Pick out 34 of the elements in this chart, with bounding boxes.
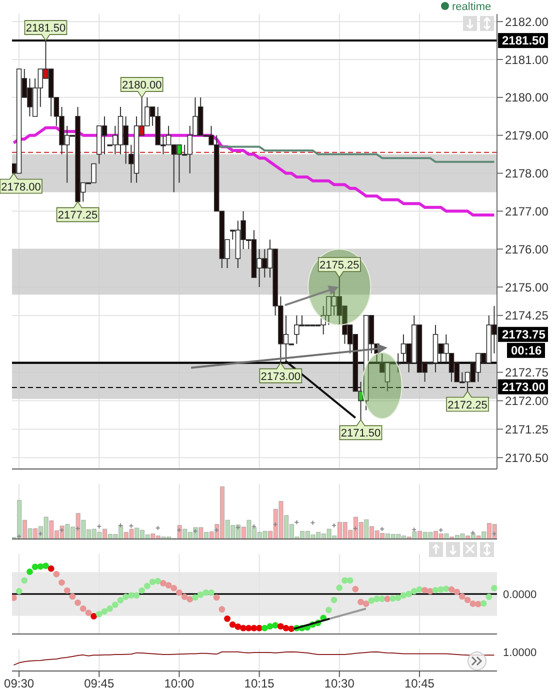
y-tick-label: 2176.00 <box>505 242 549 256</box>
text: 00:16 <box>511 343 542 358</box>
ref-line-label: 0.0000 <box>503 589 537 601</box>
x-tick-label: 10:30 <box>324 676 355 691</box>
y-tick-label: 2180.00 <box>505 90 549 105</box>
annotation: 2172.25 <box>448 399 488 412</box>
y-tick-label: 2181.00 <box>505 52 549 67</box>
annotation: 2173.00 <box>260 370 301 383</box>
annotation: 2180.00 <box>122 79 162 92</box>
text: realtime <box>452 1 492 13</box>
ref-line-label: 2181.50 <box>502 34 546 48</box>
y-tick-label: 2175.00 <box>505 280 549 294</box>
annotation: 2177.25 <box>58 210 98 222</box>
y-tick-label: 2174.25 <box>505 308 549 323</box>
x-tick-label: 09:30 <box>4 676 34 691</box>
y-tick-label: 2172.75 <box>505 366 549 380</box>
text: 1.0000 <box>503 646 537 659</box>
y-tick-label: 2178.00 <box>505 166 549 181</box>
ref-line-label: 2173.00 <box>502 380 546 394</box>
y-tick-label: 2179.00 <box>505 128 549 143</box>
annotation: 2181.50 <box>26 22 66 35</box>
annotation: 2171.50 <box>340 428 381 440</box>
y-tick-label: 2177.00 <box>505 204 549 218</box>
annotation: 2173.75 <box>502 327 546 342</box>
x-tick-label: 10:45 <box>404 676 435 691</box>
x-tick-label: 09:45 <box>84 676 114 691</box>
annotation: 2175.25 <box>320 260 360 272</box>
annotation: 2178.00 <box>1 181 41 194</box>
y-tick-label: 2170.50 <box>505 450 549 465</box>
y-tick-label: 2171.25 <box>505 422 549 436</box>
x-tick-label: 10:00 <box>164 676 195 691</box>
y-tick-label: 2172.00 <box>505 394 549 408</box>
y-tick-label: 2182.00 <box>505 14 549 29</box>
x-tick-label: 10:15 <box>244 676 275 691</box>
